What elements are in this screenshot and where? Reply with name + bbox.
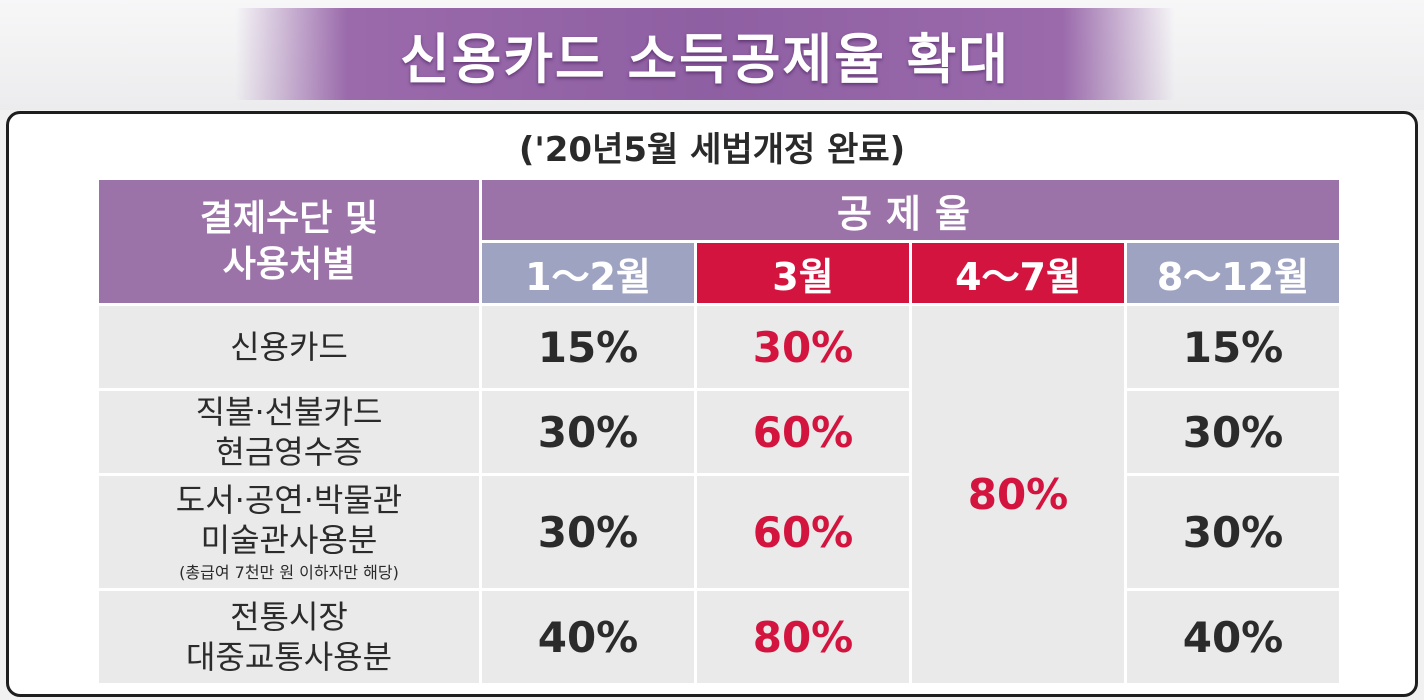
rate-debit-aug-dec: 30% [1127,391,1339,473]
row-label-line2: 미술관사용분 [200,521,378,559]
rate-culture-aug-dec: 30% [1127,476,1339,588]
payment-method-header: 결제수단 및 사용처별 [99,180,479,303]
period-jan-feb: 1～2월 [482,243,694,303]
deduction-rate-table: 결제수단 및 사용처별 공제율 1～2월 3월 4～7월 8～12월 신용카드 … [99,180,1339,692]
rate-debit-jan-feb: 30% [482,391,694,473]
rate-culture-mar: 60% [697,476,909,588]
rate-credit-mar: 30% [697,306,909,388]
rate-apr-jul-all: 80% [912,306,1124,683]
rate-market-aug-dec: 40% [1127,591,1339,683]
row-label-line2: 대중교통사용분 [185,638,393,676]
row-label-line1: 신용카드 [230,328,348,366]
row-label-culture: 도서·공연·박물관 미술관사용분 (총급여 7천만 원 이하자만 해당) [99,476,479,588]
row-label-market-transit: 전통시장 대중교통사용분 [99,591,479,683]
rate-credit-aug-dec: 15% [1127,306,1339,388]
period-aug-dec: 8～12월 [1127,243,1339,303]
title-banner: 신용카드 소득공제율 확대 [235,8,1175,100]
rate-credit-jan-feb: 15% [482,306,694,388]
subtitle: ('20년5월 세법개정 완료) [518,130,906,170]
row-label-line1: 도서·공연·박물관 [175,481,403,519]
row-label-line1: 전통시장 [230,598,348,636]
row-label-note: (총급여 7천만 원 이하자만 해당) [179,563,399,582]
period-apr-jul: 4～7월 [912,243,1124,303]
payment-method-header-line2: 사용처별 [222,243,356,285]
page-title: 신용카드 소득공제율 확대 [399,27,1011,91]
payment-method-header-line1: 결제수단 및 [199,197,379,239]
rate-market-jan-feb: 40% [482,591,694,683]
content-panel: ('20년5월 세법개정 완료) 결제수단 및 사용처별 공제율 1～2월 3월… [6,111,1418,697]
row-label-debit-prepaid-cash-receipt: 직불·선불카드 현금영수증 [99,391,479,473]
rate-market-mar: 80% [697,591,909,683]
deduction-rate-header: 공제율 [482,180,1339,240]
row-label-credit-card: 신용카드 [99,306,479,388]
period-mar: 3월 [697,243,909,303]
rate-debit-mar: 60% [697,391,909,473]
row-label-line2: 현금영수증 [215,433,363,471]
rate-culture-jan-feb: 30% [482,476,694,588]
row-label-line1: 직불·선불카드 [195,393,383,431]
